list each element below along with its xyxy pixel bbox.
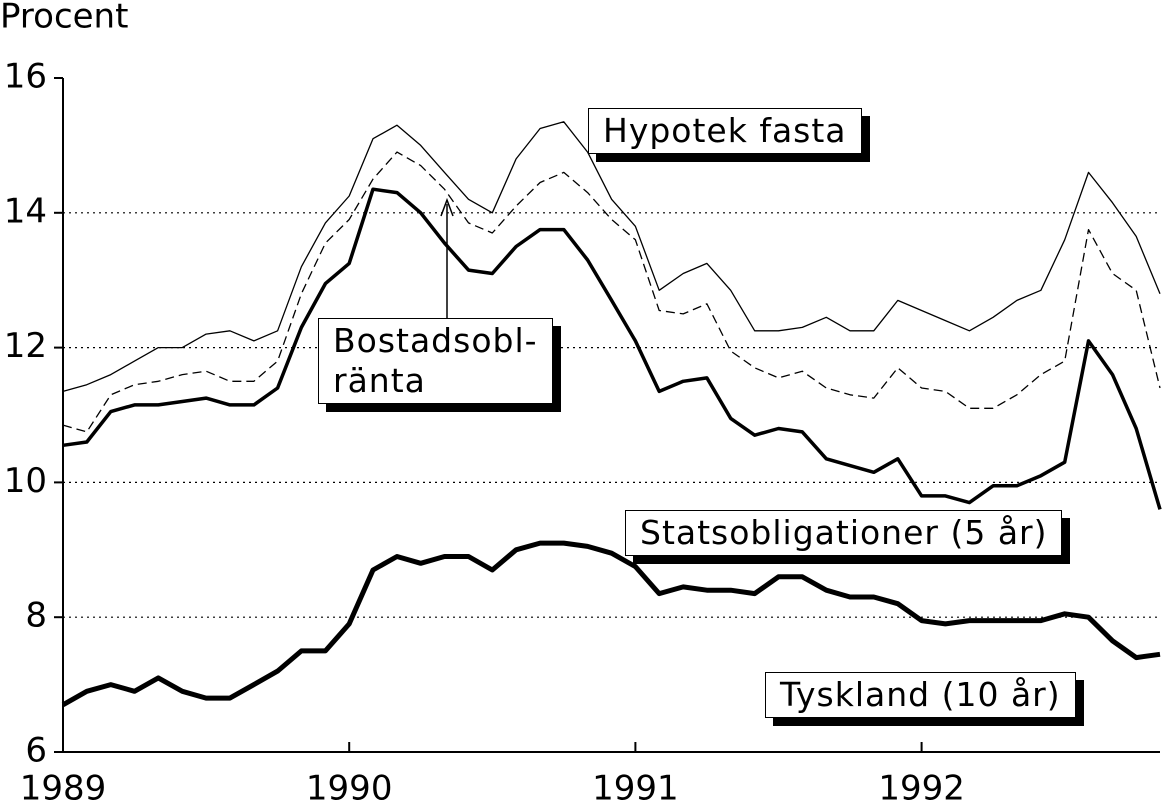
series-line	[61, 540, 1161, 707]
x-tick-label: 1990	[306, 769, 393, 809]
legend-label: Statsobligationer (5 år)	[625, 510, 1063, 556]
series-line	[62, 187, 1162, 510]
legend-label: Tyskland (10 år)	[765, 672, 1076, 718]
arrow-head	[440, 197, 454, 217]
y-tick-label: 16	[4, 57, 47, 97]
legend-label: Hypotek fasta	[588, 108, 862, 154]
x-tick-label: 1991	[592, 769, 679, 809]
y-tick-label: 12	[4, 326, 47, 366]
y-tick-label: 10	[4, 461, 47, 501]
y-tick-label: 6	[25, 731, 47, 771]
series-line	[62, 151, 1161, 433]
y-tick-label: 14	[4, 191, 47, 231]
legend-label: Bostadsobl- ränta	[318, 318, 553, 404]
x-tick-label: 1989	[20, 769, 107, 809]
x-tick-label: 1992	[878, 769, 965, 809]
y-axis-label: Procent	[0, 0, 128, 37]
series-line	[62, 121, 1161, 393]
y-tick-label: 8	[25, 596, 47, 636]
